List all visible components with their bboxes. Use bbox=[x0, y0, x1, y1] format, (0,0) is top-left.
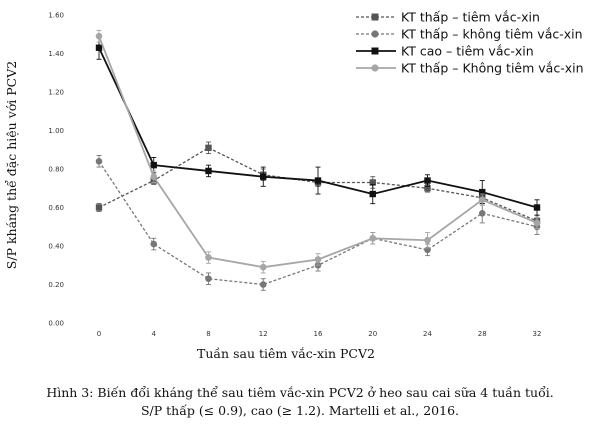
x-tick-label: 12 bbox=[259, 330, 268, 338]
legend-item-4: KT thấp – Không tiêm vắc-xin bbox=[356, 61, 584, 76]
x-tick-label: 4 bbox=[152, 330, 157, 338]
data-point bbox=[478, 209, 486, 217]
series-layer bbox=[95, 29, 541, 291]
data-point bbox=[479, 188, 486, 196]
x-tick-label: 0 bbox=[97, 330, 101, 338]
data-point bbox=[533, 204, 541, 211]
legend-label: KT cao – tiêm vắc-xin bbox=[401, 44, 534, 59]
legend-item-2: KT thấp – không tiêm vắc-xin bbox=[356, 27, 583, 42]
y-tick-label: 0.80 bbox=[48, 166, 64, 174]
y-axis-ticks: 0.00 0.20 0.40 0.60 0.80 1.00 1.20 1.40 1.60 bbox=[48, 12, 64, 328]
legend-marker bbox=[371, 47, 379, 55]
data-point bbox=[314, 256, 322, 263]
x-tick-label: 28 bbox=[478, 330, 487, 338]
data-point bbox=[95, 158, 103, 165]
x-tick-label: 32 bbox=[533, 330, 542, 338]
y-axis-label: S/P kháng thể đặc hiệu với PCV2 bbox=[4, 61, 19, 269]
legend: KT thấp – tiêm vắc-xin KT thấp – không ti… bbox=[356, 10, 584, 76]
y-tick-label: 1.20 bbox=[48, 89, 64, 97]
data-point bbox=[369, 190, 376, 198]
x-tick-label: 24 bbox=[423, 330, 432, 338]
legend-marker bbox=[371, 64, 379, 72]
data-point bbox=[424, 177, 431, 184]
data-point bbox=[369, 179, 376, 186]
data-point bbox=[259, 263, 267, 271]
data-point bbox=[424, 236, 431, 244]
data-point bbox=[424, 185, 431, 192]
x-axis-ticks: 0 4 8 12 16 20 24 28 32 bbox=[97, 330, 542, 338]
data-point bbox=[205, 144, 212, 152]
data-point bbox=[205, 275, 212, 283]
legend-label: KT thấp – tiêm vắc-xin bbox=[401, 10, 540, 25]
data-point bbox=[259, 281, 267, 288]
legend-label: KT thấp – Không tiêm vắc-xin bbox=[401, 61, 584, 76]
y-tick-label: 0.40 bbox=[48, 243, 64, 251]
data-point bbox=[150, 173, 158, 180]
y-tick-label: 1.00 bbox=[48, 127, 64, 135]
y-tick-label: 1.40 bbox=[48, 50, 64, 58]
data-point bbox=[95, 204, 103, 211]
data-point bbox=[260, 173, 267, 180]
figure-caption-line-2: S/P thấp (≤ 0.9), cao (≥ 1.2). Martelli … bbox=[140, 403, 460, 418]
series-4 bbox=[95, 29, 541, 274]
y-tick-label: 0.00 bbox=[48, 320, 64, 328]
data-point bbox=[533, 219, 541, 227]
y-tick-label: 0.60 bbox=[48, 204, 64, 212]
x-tick-label: 20 bbox=[368, 330, 377, 338]
x-tick-label: 16 bbox=[314, 330, 323, 338]
data-point bbox=[150, 240, 158, 248]
series-3 bbox=[95, 35, 541, 216]
legend-marker bbox=[371, 13, 379, 21]
x-tick-label: 8 bbox=[206, 330, 210, 338]
data-point bbox=[314, 177, 322, 184]
legend-label: KT thấp – không tiêm vắc-xin bbox=[401, 27, 583, 42]
legend-marker bbox=[371, 30, 379, 38]
data-point bbox=[205, 167, 212, 175]
data-point bbox=[205, 254, 212, 261]
data-point bbox=[95, 44, 103, 51]
data-point bbox=[150, 161, 157, 169]
y-tick-label: 1.60 bbox=[48, 12, 64, 20]
legend-item-1: KT thấp – tiêm vắc-xin bbox=[356, 10, 540, 25]
data-point bbox=[95, 32, 103, 40]
x-axis-label: Tuần sau tiêm vắc-xin PCV2 bbox=[197, 346, 375, 361]
data-point bbox=[478, 196, 486, 204]
figure-caption-line-1: Hình 3: Biến đổi kháng thể sau tiêm vắc-… bbox=[46, 385, 554, 400]
legend-item-3: KT cao – tiêm vắc-xin bbox=[356, 44, 534, 59]
data-point bbox=[369, 235, 377, 242]
y-tick-label: 0.20 bbox=[48, 281, 64, 289]
